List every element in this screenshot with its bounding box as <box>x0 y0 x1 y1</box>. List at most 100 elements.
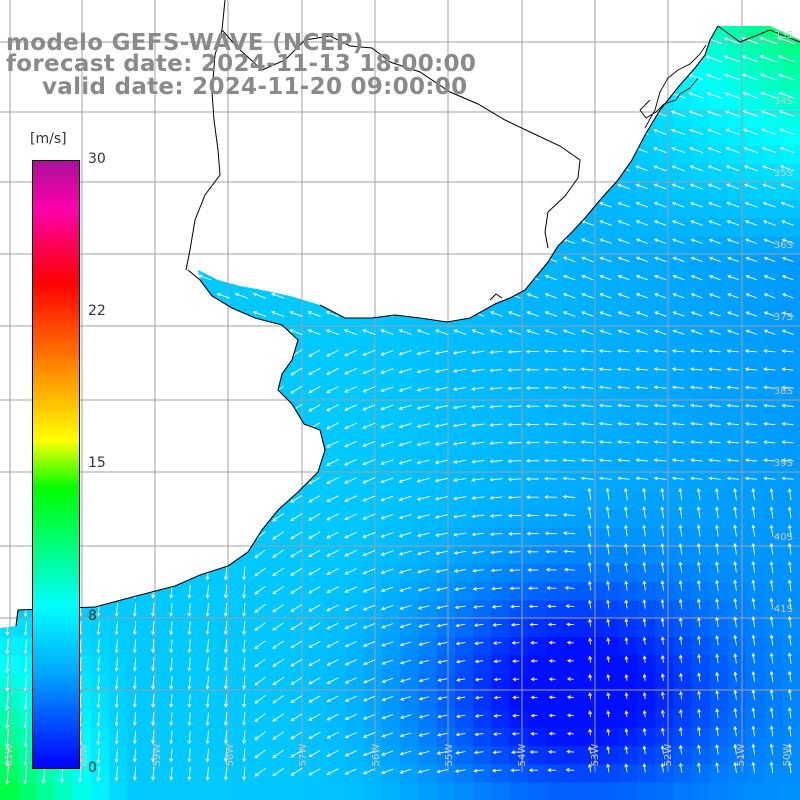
wind-cell <box>327 473 347 492</box>
wind-cell <box>728 26 747 37</box>
wind-cell <box>54 782 74 800</box>
wind-cell <box>764 491 784 511</box>
wind-arrow <box>733 743 738 755</box>
wind-arrow <box>587 599 592 609</box>
wind-arrow <box>726 440 740 444</box>
wind-cell <box>546 382 565 401</box>
wind-arrow <box>679 690 683 700</box>
wind-arrow <box>635 293 649 299</box>
wind-cell <box>182 746 201 765</box>
wind-arrow <box>742 73 759 81</box>
wind-cell <box>546 582 565 602</box>
wind-arrow <box>688 110 704 117</box>
wind-arrow <box>507 441 521 445</box>
wind-arrow <box>678 617 683 627</box>
wind-cell <box>473 764 492 784</box>
wind-arrow <box>344 549 357 557</box>
wind-arrow <box>509 586 521 591</box>
wind-cell <box>728 637 747 656</box>
wind-cell <box>655 345 674 365</box>
wind-cell <box>546 345 565 365</box>
wind-cell <box>564 509 583 529</box>
wind-arrow <box>223 602 228 617</box>
wind-cell <box>218 764 238 784</box>
wind-arrow <box>254 731 266 741</box>
wind-arrow <box>562 531 576 536</box>
wind-cell <box>364 382 383 401</box>
wind-cell <box>418 473 438 492</box>
wind-arrow <box>763 458 776 463</box>
wind-cell <box>782 509 800 529</box>
wind-arrow <box>654 293 667 299</box>
wind-arrow <box>416 495 430 501</box>
wind-arrow <box>762 183 776 190</box>
wind-arrow <box>606 655 611 663</box>
wind-arrow <box>671 440 685 444</box>
wind-arrow <box>489 350 503 355</box>
wind-arrow <box>787 542 792 555</box>
wind-cell <box>527 400 547 420</box>
wind-cell <box>546 709 565 729</box>
wind-arrow <box>624 673 629 681</box>
wind-cell <box>600 764 620 784</box>
wind-cell <box>527 546 547 565</box>
wind-cell <box>709 564 729 583</box>
wind-arrow <box>635 367 649 372</box>
wind-cell <box>728 218 747 238</box>
lon-label: 52W <box>663 744 674 767</box>
wind-arrow <box>132 639 137 654</box>
wind-cell <box>436 364 456 383</box>
colorbar-tick-22: 22 <box>88 303 106 319</box>
wind-cell <box>509 436 529 456</box>
wind-cell <box>527 509 547 529</box>
wind-cell <box>455 418 474 438</box>
wind-cell <box>364 436 383 456</box>
wind-arrow <box>272 658 285 667</box>
wind-arrow <box>435 329 449 335</box>
wind-arrow <box>599 220 612 226</box>
wind-cell <box>491 600 511 620</box>
wind-cell <box>728 546 747 565</box>
wind-cell <box>527 600 547 620</box>
wind-arrow <box>781 421 794 426</box>
wind-arrow <box>779 165 795 172</box>
wind-cell <box>182 637 201 656</box>
wind-arrow <box>660 542 665 555</box>
wind-arrow <box>326 440 339 448</box>
wind-cell <box>746 26 765 37</box>
wind-cell <box>473 509 492 529</box>
wind-cell <box>655 400 674 420</box>
wind-cell <box>728 145 747 165</box>
wind-arrow <box>708 293 721 299</box>
wind-arrow <box>526 531 539 536</box>
wind-arrow <box>696 762 701 773</box>
wind-arrow <box>617 293 630 299</box>
wind-cell <box>637 273 656 292</box>
wind-arrow <box>399 623 412 629</box>
wind-arrow <box>326 640 339 648</box>
wind-arrow <box>380 404 394 411</box>
wind-arrow <box>763 311 776 317</box>
wind-arrow <box>660 617 665 627</box>
wind-cell <box>564 364 583 383</box>
wind-cell <box>382 637 401 656</box>
wind-cell <box>782 691 800 711</box>
wind-arrow <box>436 605 448 610</box>
wind-cell <box>600 746 620 765</box>
wind-cell <box>655 254 674 274</box>
wind-arrow <box>489 423 503 427</box>
wind-arrow <box>726 403 740 408</box>
wind-arrow <box>762 220 776 226</box>
wind-arrow <box>671 458 685 463</box>
wind-arrow <box>454 605 466 610</box>
wind-cell <box>527 327 547 347</box>
wind-arrow <box>308 404 321 412</box>
wind-arrow <box>381 768 394 775</box>
wind-cell <box>473 564 492 583</box>
wind-arrow <box>5 711 10 730</box>
wind-cell <box>273 546 292 565</box>
lat-label: 40S <box>774 532 793 543</box>
wind-cell <box>709 709 729 729</box>
wind-cell <box>637 637 656 656</box>
wind-cell <box>655 709 674 729</box>
